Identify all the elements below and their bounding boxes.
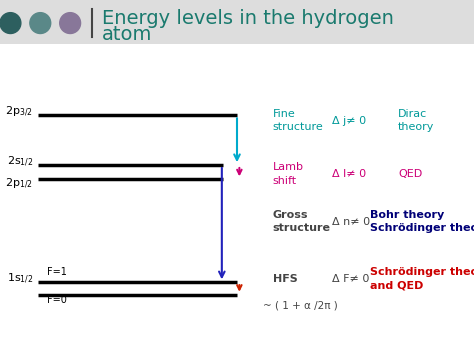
- Text: Gross
structure: Gross structure: [273, 210, 330, 234]
- Ellipse shape: [60, 13, 81, 33]
- Text: Fine
structure: Fine structure: [273, 109, 323, 132]
- Text: Bohr theory
Schrödinger theory: Bohr theory Schrödinger theory: [370, 210, 474, 234]
- Text: Lamb
shift: Lamb shift: [273, 162, 303, 186]
- Text: atom: atom: [102, 25, 152, 44]
- Text: Δ F≠ 0: Δ F≠ 0: [332, 274, 369, 284]
- Text: Δ j≠ 0: Δ j≠ 0: [332, 116, 366, 126]
- Text: ~ ( 1 + α /2π ): ~ ( 1 + α /2π ): [263, 300, 338, 310]
- Text: Δ l≠ 0: Δ l≠ 0: [332, 169, 366, 179]
- Text: F=0: F=0: [47, 295, 67, 305]
- Text: 2p$_{3/2}$: 2p$_{3/2}$: [6, 105, 33, 119]
- Text: 2s$_{1/2}$: 2s$_{1/2}$: [7, 154, 33, 169]
- Text: Dirac
theory: Dirac theory: [398, 109, 435, 132]
- Text: Δ n≠ 0: Δ n≠ 0: [332, 217, 370, 227]
- Ellipse shape: [30, 13, 51, 33]
- Text: Energy levels in the hydrogen: Energy levels in the hydrogen: [102, 9, 394, 28]
- Text: 1s$_{1/2}$: 1s$_{1/2}$: [7, 272, 33, 286]
- Text: 2p$_{1/2}$: 2p$_{1/2}$: [6, 177, 33, 191]
- FancyBboxPatch shape: [0, 0, 474, 44]
- Text: Schrödinger theory
and QED: Schrödinger theory and QED: [370, 267, 474, 290]
- Text: HFS: HFS: [273, 274, 297, 284]
- Text: F=1: F=1: [47, 267, 67, 277]
- Text: QED: QED: [398, 169, 422, 179]
- Ellipse shape: [0, 13, 21, 33]
